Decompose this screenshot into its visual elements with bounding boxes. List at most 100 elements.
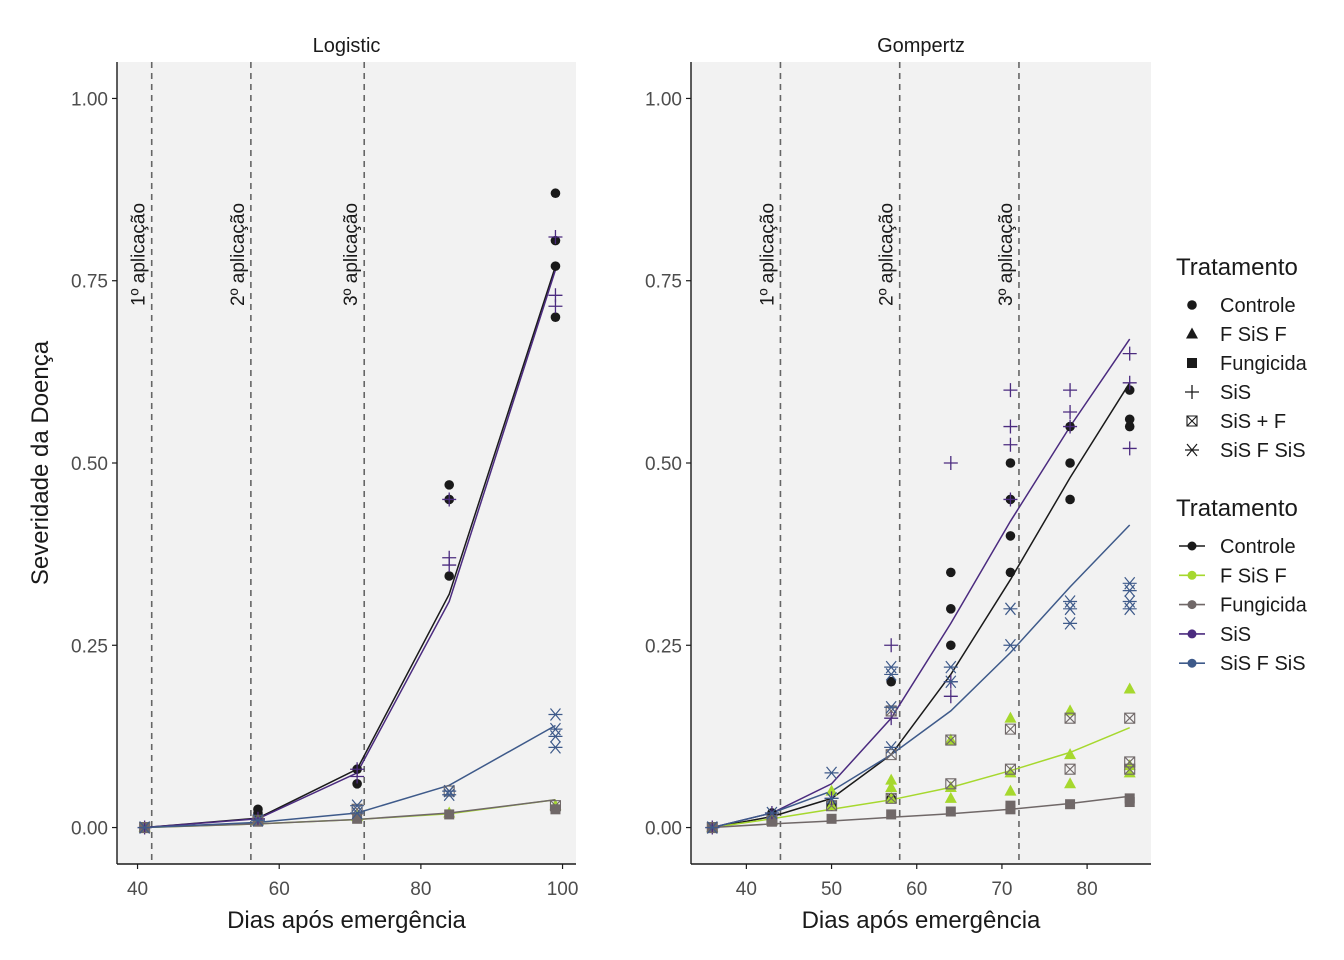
data-point-f-sis-f — [885, 780, 898, 792]
data-point-controle — [253, 804, 263, 815]
data-point-sis — [1003, 437, 1018, 452]
data-point-sis-f — [1124, 712, 1136, 724]
y-tick-label: 0.50 — [71, 454, 108, 475]
data-point-controle — [444, 571, 455, 581]
data-point-sis-f-sis — [824, 791, 839, 805]
data-point-sis — [1003, 492, 1018, 507]
data-point-controle — [946, 640, 956, 651]
data-point-sis — [1003, 383, 1018, 398]
data-point-sis — [943, 456, 958, 470]
x-tick-label: 70 — [991, 879, 1012, 900]
data-point-f-sis-f — [885, 773, 898, 785]
data-point-controle — [1005, 458, 1016, 468]
data-point-controle — [1124, 385, 1135, 395]
legend-key-plus — [1185, 385, 1199, 399]
y-tick-label: 0.75 — [71, 272, 108, 293]
legend-label: F SiS F — [1220, 324, 1287, 346]
legend-label: Fungicida — [1220, 595, 1308, 617]
x-tick-label: 80 — [1077, 879, 1098, 900]
data-point-fungicida — [352, 813, 363, 824]
data-point-controle — [946, 567, 956, 578]
legend-key-triangle — [1186, 327, 1198, 339]
data-point-sis — [1122, 346, 1137, 361]
legend-key-square — [1187, 358, 1197, 368]
x-tick-label: 40 — [127, 879, 148, 900]
data-point-sis-f-sis — [350, 799, 365, 813]
x-tick-label: 50 — [821, 879, 842, 900]
data-point-sis-f — [549, 800, 562, 812]
data-point-sis-f-sis — [548, 722, 563, 736]
legend-title: Tratamento — [1176, 254, 1298, 281]
data-point-sis-f — [1124, 756, 1136, 768]
legend-label: SiS — [1220, 624, 1251, 646]
legend-label: Controle — [1220, 295, 1296, 317]
data-point-sis-f-sis — [1122, 576, 1137, 590]
y-tick-label: 1.00 — [71, 89, 108, 110]
y-tick-label: 0.75 — [645, 272, 682, 293]
data-point-fungicida — [766, 816, 777, 827]
application-label: 1º aplicação — [757, 203, 778, 306]
data-point-controle — [1065, 494, 1075, 505]
data-point-fungicida — [886, 809, 897, 820]
legend-label: Controle — [1220, 536, 1296, 558]
y-tick-label: 0.25 — [71, 636, 108, 657]
data-point-fungicida — [1005, 800, 1016, 811]
gompertz-panel: Gompertz 1º aplicação 2º aplicação 3º aplic… — [645, 35, 1151, 934]
data-point-f-sis-f — [825, 784, 838, 796]
data-point-sis — [1063, 419, 1078, 434]
y-tick-label: 0.00 — [645, 819, 682, 840]
panel-background — [691, 62, 1151, 864]
data-point-sis — [884, 638, 899, 653]
data-point-sis-f-sis — [943, 675, 958, 689]
legend-title: Tratamento — [1176, 495, 1298, 522]
x-axis-title: Dias após emergência — [802, 907, 1041, 934]
data-point-sis-f-sis — [884, 740, 899, 754]
data-point-sis-f — [945, 778, 957, 790]
y-axis-title: Severidade da Doença — [27, 340, 54, 585]
data-point-sis — [1122, 441, 1137, 456]
data-point-controle — [444, 480, 455, 490]
data-point-controle — [946, 604, 956, 614]
fit-line-fungicida — [712, 795, 1130, 829]
data-point-sis — [884, 711, 899, 726]
legend-key-point — [1187, 629, 1197, 639]
data-point-sis-f-sis — [1003, 638, 1018, 652]
y-tick-label: 0.00 — [71, 819, 108, 840]
x-axis-title: Dias após emergência — [227, 907, 466, 934]
data-point-sis-f — [1064, 712, 1076, 724]
data-point-f-sis-f — [944, 791, 957, 803]
application-label: 2º aplicação — [228, 203, 249, 306]
data-point-sis-f — [945, 734, 957, 746]
x-tick-label: 60 — [269, 879, 290, 900]
legend-area: Tratamento Controle F SiS F Fungicida SiS SiS… — [1176, 254, 1308, 675]
x-tick-label: 40 — [736, 879, 757, 900]
data-point-controle — [550, 188, 561, 199]
data-point-f-sis-f — [1123, 682, 1136, 694]
legend-key-point — [1187, 570, 1197, 580]
data-point-sis-f — [1064, 763, 1076, 775]
data-point-sis-f-sis — [250, 813, 265, 827]
y-tick-label: 0.50 — [645, 454, 682, 475]
legend-key-point — [1187, 658, 1197, 668]
data-point-sis — [548, 229, 563, 244]
data-point-controle — [1124, 414, 1135, 425]
data-point-f-sis-f — [885, 791, 898, 803]
data-point-sis — [1063, 383, 1078, 398]
data-point-sis-f-sis — [824, 766, 839, 780]
data-point-sis-f — [1004, 763, 1016, 775]
legend-key-circle — [1187, 300, 1197, 310]
data-point-controle — [550, 261, 561, 271]
data-point-f-sis-f — [944, 733, 957, 745]
panel-title: Gompertz — [877, 35, 965, 57]
data-point-fungicida — [945, 806, 956, 817]
logistic-panel: Logistic 1º aplicação 2º aplicação 3º aplic… — [27, 35, 578, 934]
panel-title: Logistic — [313, 35, 381, 57]
data-point-sis-f-sis — [884, 660, 899, 674]
data-point-sis-f — [1004, 723, 1016, 735]
data-point-sis-f-sis — [1063, 595, 1078, 608]
data-point-fungicida — [1065, 799, 1076, 810]
data-point-sis-f-sis — [884, 700, 899, 714]
data-point-sis — [1063, 404, 1078, 419]
fit-line-f-sis-f — [712, 727, 1130, 829]
fit-line-sis — [712, 338, 1131, 829]
